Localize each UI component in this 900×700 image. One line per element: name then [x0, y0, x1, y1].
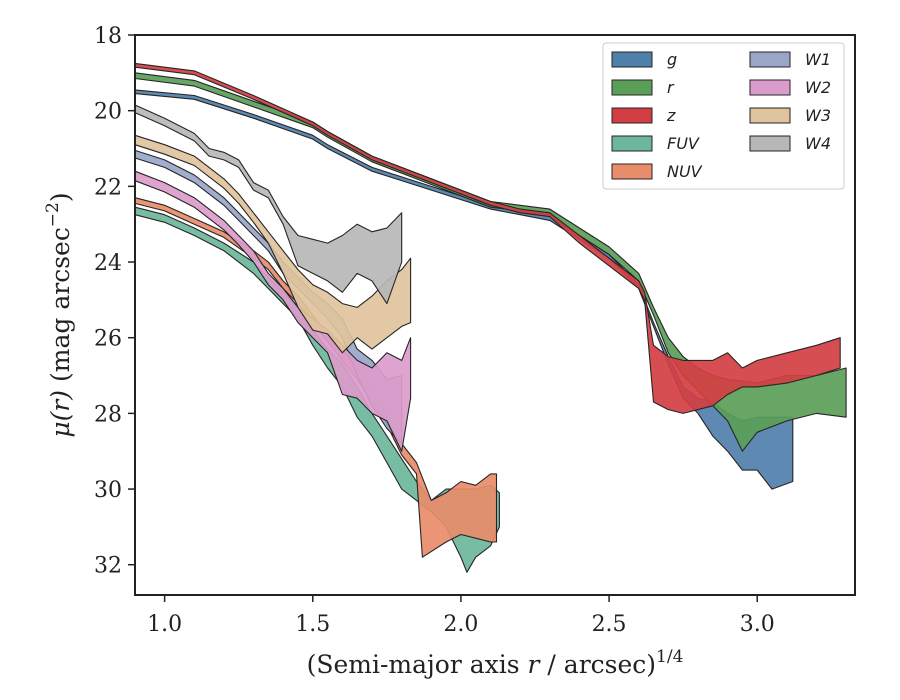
y-axis-label: μ(r) (mag arcsec−2) — [43, 192, 75, 437]
y-tick-label: 22 — [94, 175, 122, 200]
band-w3 — [134, 134, 412, 354]
profile-bands — [134, 62, 847, 573]
legend-swatch-r — [611, 79, 653, 96]
y-tick-label: 32 — [94, 554, 122, 579]
legend-swatch-fuv — [611, 135, 653, 152]
band-r — [134, 72, 847, 452]
legend-label-w1: W1 — [805, 50, 831, 69]
legend-label-r: r — [667, 78, 675, 97]
legend-swatch-w1 — [749, 51, 791, 68]
x-axis-label: (Semi-major axis r / arcsec)1/4 — [307, 647, 684, 679]
legend-swatch-w2 — [749, 79, 791, 96]
legend-label-w4: W4 — [805, 134, 831, 153]
y-tick-label: 28 — [94, 402, 122, 427]
x-tick-label: 1.0 — [147, 612, 182, 637]
x-tick-label: 2.5 — [592, 612, 627, 637]
x-tick-label: 2.0 — [443, 612, 478, 637]
y-tick-label: 18 — [94, 24, 122, 49]
x-axis-ticks: 1.0 1.5 2.0 2.5 3.0 — [147, 595, 775, 637]
x-tick-label: 1.5 — [295, 612, 330, 637]
legend-label-g: g — [667, 50, 677, 69]
y-tick-label: 24 — [94, 251, 122, 276]
legend-swatch-w3 — [749, 107, 791, 124]
legend: grz FUV NUV W1 W2 W3 W4 — [602, 42, 845, 190]
legend-swatch-nuv — [611, 163, 653, 180]
y-axis-ticks: 18 20 22 24 26 28 30 32 — [94, 24, 135, 579]
band-w2 — [134, 170, 412, 452]
y-tick-label: 26 — [94, 327, 122, 352]
plot-frame — [134, 34, 856, 596]
legend-swatch-w4 — [749, 135, 791, 152]
legend-swatch-g — [611, 51, 653, 68]
legend-label-nuv: NUV — [667, 162, 703, 181]
legend-label-z: z — [666, 106, 676, 125]
legend-label-fuv: FUV — [667, 134, 700, 153]
legend-swatch-z — [611, 107, 653, 124]
x-tick-label: 3.0 — [740, 612, 775, 637]
legend-label-w2: W2 — [805, 78, 831, 97]
band-w4 — [134, 104, 403, 305]
y-tick-label: 30 — [94, 478, 122, 503]
y-tick-label: 20 — [94, 100, 122, 125]
band-z — [134, 62, 841, 414]
legend-label-w3: W3 — [805, 106, 831, 125]
